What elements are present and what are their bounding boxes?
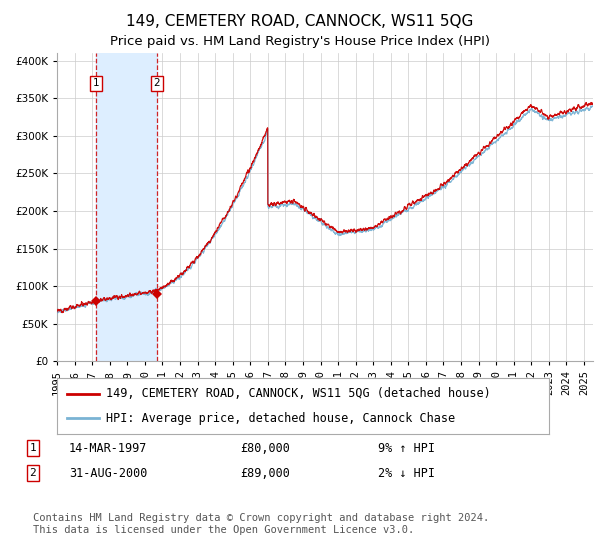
Text: £89,000: £89,000 [240, 466, 290, 480]
Text: 2: 2 [29, 468, 37, 478]
Text: 14-MAR-1997: 14-MAR-1997 [69, 441, 148, 455]
Bar [95, 53, 157, 361]
Text: 1: 1 [29, 443, 37, 453]
Text: 149, CEMETERY ROAD, CANNOCK, WS11 5QG (detached house): 149, CEMETERY ROAD, CANNOCK, WS11 5QG (d… [106, 387, 491, 400]
Text: HPI: Average price, detached house, Cannock Chase: HPI: Average price, detached house, Cann… [106, 412, 455, 425]
Text: 9% ↑ HPI: 9% ↑ HPI [378, 441, 435, 455]
Text: Contains HM Land Registry data © Crown copyright and database right 2024.
This d: Contains HM Land Registry data © Crown c… [33, 513, 489, 535]
Text: 149, CEMETERY ROAD, CANNOCK, WS11 5QG: 149, CEMETERY ROAD, CANNOCK, WS11 5QG [127, 14, 473, 29]
Text: 2% ↓ HPI: 2% ↓ HPI [378, 466, 435, 480]
Text: Price paid vs. HM Land Registry's House Price Index (HPI): Price paid vs. HM Land Registry's House … [110, 35, 490, 48]
Text: 1: 1 [92, 78, 99, 88]
Text: £80,000: £80,000 [240, 441, 290, 455]
Text: 2: 2 [153, 78, 160, 88]
Text: 31-AUG-2000: 31-AUG-2000 [69, 466, 148, 480]
